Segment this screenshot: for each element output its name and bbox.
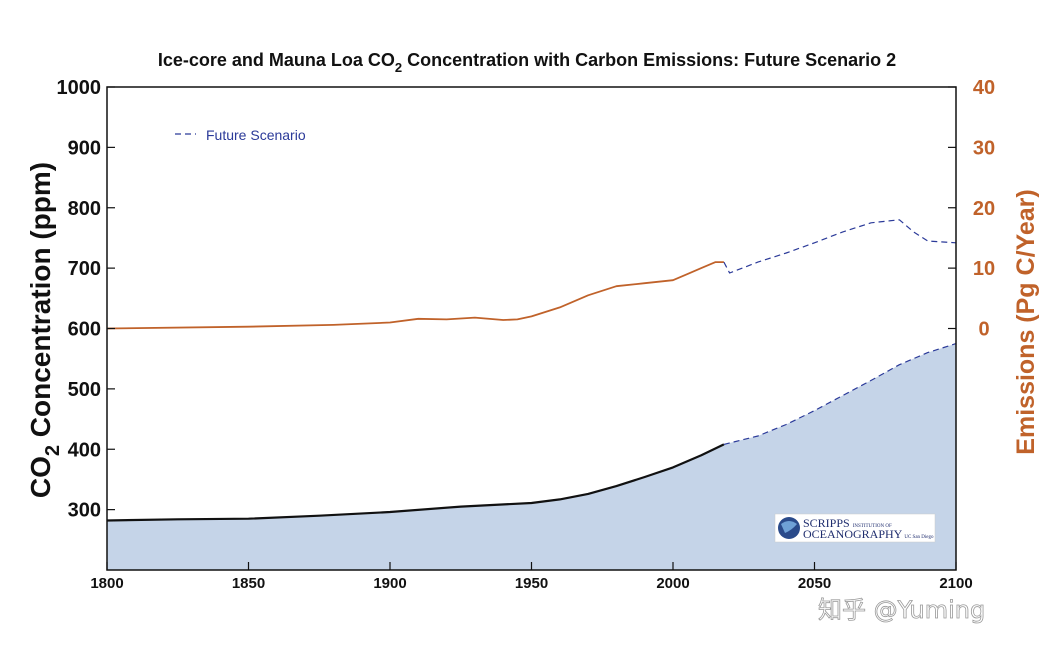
left-tick-label: 500 (68, 379, 101, 401)
left-tick-label: 900 (68, 137, 101, 159)
x-tick-label: 2100 (939, 575, 972, 592)
x-axis: 1800 1850 1900 1950 2000 2050 2100 (90, 562, 973, 592)
right-axis-label: Emissions (Pg C/Year) (1012, 189, 1040, 454)
left-tick-label: 700 (68, 258, 101, 280)
right-tick-label: 40 (973, 77, 995, 99)
x-tick-label: 2000 (656, 575, 689, 592)
right-tick-label: 0 (978, 319, 989, 341)
x-tick-label: 2050 (798, 575, 831, 592)
left-axis: 300 400 500 600 700 800 900 1000 (57, 77, 115, 522)
legend-label-future: Future Scenario (206, 127, 306, 143)
co2-area-fill (107, 343, 956, 570)
co2-observed-line (106, 443, 725, 522)
emissions-line (106, 261, 724, 330)
chart-title: Ice-core and Mauna Loa CO2 Concentration… (158, 50, 896, 75)
emissions-future-line (723, 219, 957, 274)
co2-area-fill-layer (107, 343, 956, 570)
left-tick-label: 300 (68, 500, 101, 522)
x-tick-label: 1900 (373, 575, 406, 592)
right-tick-label: 10 (973, 258, 995, 280)
legend: Future Scenario (175, 127, 306, 143)
left-tick-label: 1000 (57, 77, 102, 99)
logo-background (774, 513, 936, 543)
left-tick-label: 400 (68, 439, 101, 461)
logo-text-line1: SCRIPPS INSTITUTION OF (803, 516, 892, 530)
x-tick-label: 1800 (90, 575, 123, 592)
left-tick-label: 800 (68, 198, 101, 220)
left-tick-label: 600 (68, 319, 101, 341)
globe-land-icon (781, 521, 797, 533)
series-layer (106, 219, 957, 522)
left-axis-label: CO2 Concentration (ppm) (25, 162, 64, 498)
logo-text-line2: OCEANOGRAPHY UC San Diego (803, 527, 934, 541)
right-tick-label: 30 (973, 137, 995, 159)
x-tick-label: 1850 (232, 575, 265, 592)
co2-future-line (723, 343, 957, 445)
right-axis: 0 10 20 30 40 (948, 77, 995, 341)
watermark: 知乎 @Yuming (818, 596, 985, 624)
scripps-logo: SCRIPPS INSTITUTION OF OCEANOGRAPHY UC San… (774, 513, 936, 543)
right-tick-label: 20 (973, 198, 995, 220)
x-tick-label: 1950 (515, 575, 548, 592)
